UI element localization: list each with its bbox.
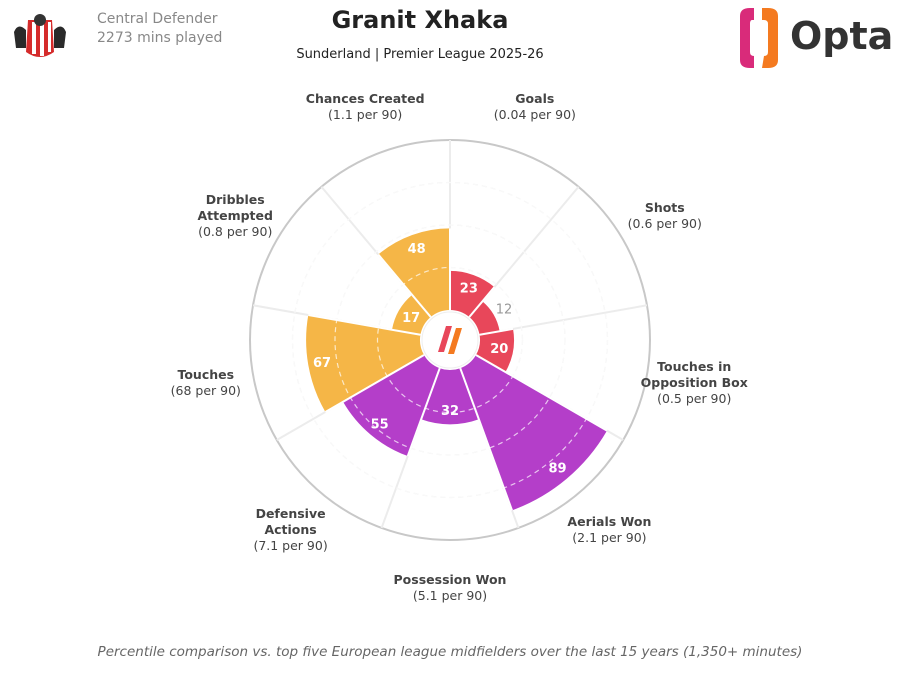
bar-divider xyxy=(468,286,496,318)
category-label: Shots (0.6 per 90) xyxy=(585,200,745,232)
category-label: Defensive Actions (7.1 per 90) xyxy=(246,506,336,554)
bar-ring xyxy=(376,266,524,414)
category-label: Aerials Won (2.1 per 90) xyxy=(529,514,689,546)
chart-subtitle: Sunderland | Premier League 2025-26 xyxy=(296,47,544,62)
category-rate: (0.04 per 90) xyxy=(493,106,576,122)
bar-divider xyxy=(308,314,421,336)
category-name: Shots xyxy=(644,200,685,215)
bar xyxy=(378,228,450,318)
category-name: Touches xyxy=(177,367,235,383)
category-name: Aerials Won xyxy=(567,513,652,529)
category-name: Touches in Opposition Box xyxy=(640,359,748,391)
category-rate: (1.1 per 90) xyxy=(328,106,403,122)
bar-divider xyxy=(377,253,432,318)
bar-ring xyxy=(291,181,609,499)
bar-divider xyxy=(406,367,441,457)
footnote: Percentile comparison vs. top five Europ… xyxy=(97,644,803,660)
brand: Opta xyxy=(790,14,894,58)
opta-icon xyxy=(740,8,778,68)
bar xyxy=(469,301,500,335)
value-label: 23 xyxy=(460,282,478,297)
player-info: Central Defender 2273 mins played xyxy=(97,10,222,48)
hub-mark xyxy=(448,328,462,354)
category-name: Goals xyxy=(515,90,555,106)
bar xyxy=(460,355,608,511)
category-label: Touches in Opposition Box (0.5 per 90) xyxy=(639,359,749,407)
role: Central Defender xyxy=(97,11,218,27)
category-name: Chances Created xyxy=(305,90,425,106)
club-badge xyxy=(14,14,66,57)
value-label: 55 xyxy=(371,417,389,432)
bar xyxy=(450,270,495,318)
chart-title: Granit Xhaka xyxy=(331,6,509,34)
category-rate: (0.5 per 90) xyxy=(657,391,732,407)
center-hub xyxy=(421,311,479,369)
value-label: 12 xyxy=(496,302,513,317)
category-name: Possession Won xyxy=(393,572,507,587)
category-label: Dribbles Attempted (0.8 per 90) xyxy=(190,192,280,240)
category-rate: (68 per 90) xyxy=(170,383,241,399)
category-label: Possession Won (5.1 per 90) xyxy=(370,572,530,604)
bar-divider xyxy=(459,367,513,511)
bar xyxy=(475,328,514,372)
value-label: 89 xyxy=(548,462,566,477)
value-label: 20 xyxy=(490,342,508,357)
bar-ring xyxy=(334,224,566,456)
category-rate: (0.8 per 90) xyxy=(198,224,273,239)
value-label: 67 xyxy=(313,356,331,371)
category-name: Defensive Actions xyxy=(255,505,326,537)
category-label: Touches (68 per 90) xyxy=(126,367,286,399)
bar-divider xyxy=(324,354,425,413)
hub-mark xyxy=(438,326,452,352)
category-label: Chances Created (1.1 per 90) xyxy=(285,91,445,123)
bar-divider xyxy=(475,354,608,432)
category-rate: (2.1 per 90) xyxy=(572,529,647,545)
bar xyxy=(391,294,431,335)
bar xyxy=(343,355,440,457)
category-rate: (7.1 per 90) xyxy=(253,537,328,553)
category-label: Goals (0.04 per 90) xyxy=(455,91,615,123)
value-label: 17 xyxy=(402,311,420,326)
category-rate: (0.6 per 90) xyxy=(627,216,702,231)
minutes: 2273 mins played xyxy=(97,30,223,46)
value-label: 48 xyxy=(408,242,426,257)
value-label: 32 xyxy=(441,404,459,419)
bar-divider xyxy=(479,327,514,336)
category-name: Dribbles Attempted xyxy=(197,192,273,223)
category-rate: (5.1 per 90) xyxy=(412,588,488,603)
